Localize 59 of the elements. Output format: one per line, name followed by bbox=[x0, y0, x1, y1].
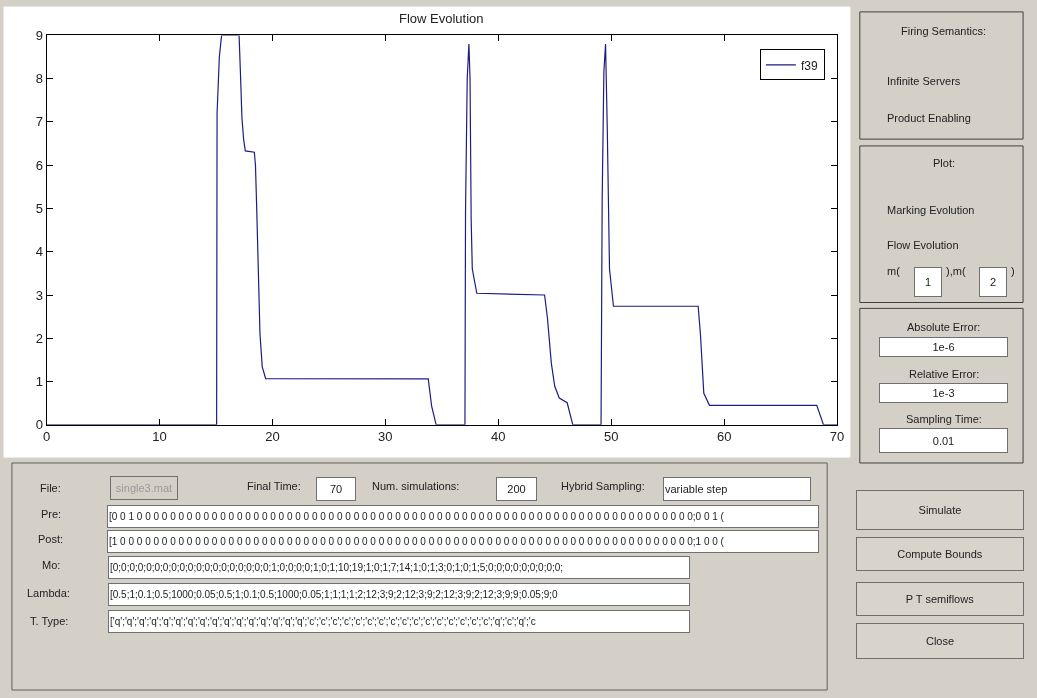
x-tick-label: 50 bbox=[603, 429, 619, 445]
text: Post: bbox=[38, 533, 64, 545]
text: Num. simulations: bbox=[372, 480, 460, 492]
x-tick-label: 10 bbox=[152, 429, 167, 445]
text: Hybrid Sampling: bbox=[561, 480, 645, 492]
text: Simulate bbox=[918, 504, 962, 516]
text: 2 bbox=[989, 276, 997, 288]
x-tick-label: 60 bbox=[716, 429, 732, 445]
text: Sampling Time: bbox=[906, 413, 982, 425]
text: Flow Evolution bbox=[887, 239, 959, 251]
text: P T semiflows bbox=[905, 593, 975, 605]
text: 1 bbox=[924, 276, 932, 288]
legend-label: f39 bbox=[800, 58, 818, 73]
text: m( bbox=[887, 265, 901, 277]
text: 1e-6 bbox=[932, 341, 955, 353]
chart-title: Flow Evolution bbox=[399, 11, 484, 26]
y-tick-label: 0 bbox=[35, 417, 43, 433]
y-tick-label: 1 bbox=[35, 374, 43, 390]
y-tick-label: 9 bbox=[35, 27, 43, 43]
text: 0.01 bbox=[932, 434, 955, 447]
x-tick-label: 40 bbox=[491, 429, 506, 445]
y-tick-label: 8 bbox=[35, 71, 43, 87]
text: Compute Bounds bbox=[897, 548, 983, 560]
y-tick-label: 2 bbox=[35, 330, 43, 346]
text: 1e-3 bbox=[932, 387, 955, 399]
text: Final Time: bbox=[247, 480, 301, 492]
text: [0;0;0;0;0;0;0;0;0;0;0;0;0;0;0;0;0;0;0;1;0;0;0;0;1;0;1;10;19;1;0;1;7;14;1;0;1;3;0;1;0;1;5;0;0;0;0;0;0;0;0;0; bbox=[110, 562, 564, 573]
line-series bbox=[46, 35, 838, 425]
text: ),m( bbox=[946, 265, 966, 277]
text: Plot: bbox=[933, 157, 956, 169]
x-tick-label: 70 bbox=[829, 429, 845, 445]
text: [0 0 1 0 0 0 0 0 0 0 0 0 0 0 0 0 0 0 0 0 0 0 0 0 0 0 0 0 0 0 0 0 0 0 0 0 0 0 0 0 0 0 0 0 0 0 0 0 0 0 0 0 0 0 0 0 0 0 0 0 0 0 0 0 0 0 0 0 0 0;0 0 1 ( bbox=[109, 511, 725, 522]
text: ) bbox=[1011, 265, 1015, 277]
text: Marking Evolution bbox=[887, 204, 975, 216]
text: single3.mat bbox=[115, 482, 173, 494]
y-tick-label: 7 bbox=[35, 114, 43, 130]
text: Absolute Error: bbox=[907, 321, 981, 333]
y-tick-label: 3 bbox=[35, 287, 43, 303]
y-tick-label: 5 bbox=[35, 201, 43, 217]
x-tick-label: 20 bbox=[265, 429, 280, 445]
x-tick-label: 30 bbox=[378, 429, 393, 445]
text: Lambda: bbox=[27, 587, 70, 599]
text: Product Enabling bbox=[887, 112, 971, 124]
text: File: bbox=[40, 482, 61, 494]
text: Close bbox=[925, 635, 955, 647]
text: [0.5;1;0.1;0.5;1000;0.05;0.5;1;0.1;0.5;1000;0.05;1;1;1;1;2;12;3;9;2;12;3;9;2;12;3;9;2;12;3;9;9;0.05;9;0 bbox=[110, 589, 559, 600]
text: T. Type: bbox=[30, 615, 69, 627]
text: 70 bbox=[329, 483, 343, 495]
text: [1 0 0 0 0 0 0 0 0 0 0 0 0 0 0 0 0 0 0 0 0 0 0 0 0 0 0 0 0 0 0 0 0 0 0 0 0 0 0 0 0 0 0 0 0 0 0 0 0 0 0 0 0 0 0 0 0 0 0 0 0 0 0 0 0 0 0 0 0 0;1 0 0 ( bbox=[109, 536, 725, 547]
text: Infinite Servers bbox=[887, 75, 961, 87]
text: ['q';'q';'q';'q';'q';'q';'q';'q';'q';'q';'q';'q';'q';'q';'q';'q';'c';'c';'c';'c';'c';'c';'c';'c';'c';'c';'c';'c';'c';'c';'c';'c';'q';'c';'q';'c bbox=[110, 616, 536, 627]
y-tick-label: 4 bbox=[35, 244, 43, 260]
y-tick-label: 6 bbox=[35, 157, 43, 173]
text: Firing Semantics: bbox=[901, 25, 986, 37]
text: Mo: bbox=[42, 559, 61, 571]
text: Pre: bbox=[41, 508, 62, 520]
text: 200 bbox=[507, 483, 526, 495]
text: variable step bbox=[665, 483, 728, 495]
text: Relative Error: bbox=[909, 368, 980, 380]
